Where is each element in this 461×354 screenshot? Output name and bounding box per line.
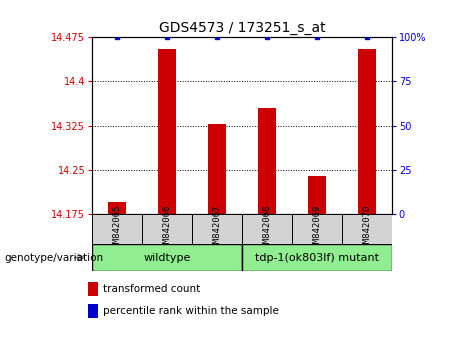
- FancyBboxPatch shape: [192, 214, 242, 244]
- Bar: [258, 108, 276, 214]
- Bar: [159, 49, 176, 214]
- FancyBboxPatch shape: [242, 244, 392, 271]
- Text: GSM842066: GSM842066: [163, 204, 171, 253]
- FancyBboxPatch shape: [242, 214, 292, 244]
- Text: GSM842069: GSM842069: [313, 204, 321, 253]
- Text: GSM842065: GSM842065: [112, 204, 122, 253]
- Text: tdp-1(ok803lf) mutant: tdp-1(ok803lf) mutant: [255, 252, 379, 263]
- Bar: [208, 125, 226, 214]
- Text: GSM842070: GSM842070: [362, 204, 372, 253]
- Text: GSM842067: GSM842067: [213, 204, 222, 253]
- FancyBboxPatch shape: [142, 214, 192, 244]
- Bar: [308, 176, 325, 214]
- Bar: [108, 202, 126, 214]
- Bar: [88, 282, 99, 296]
- Bar: [88, 304, 99, 318]
- Text: percentile rank within the sample: percentile rank within the sample: [103, 306, 279, 316]
- Text: genotype/variation: genotype/variation: [5, 252, 104, 263]
- Text: wildtype: wildtype: [143, 252, 191, 263]
- Text: GSM842068: GSM842068: [262, 204, 272, 253]
- FancyBboxPatch shape: [342, 214, 392, 244]
- FancyBboxPatch shape: [92, 244, 242, 271]
- Title: GDS4573 / 173251_s_at: GDS4573 / 173251_s_at: [159, 21, 325, 35]
- Bar: [358, 49, 376, 214]
- FancyBboxPatch shape: [292, 214, 342, 244]
- FancyBboxPatch shape: [92, 214, 142, 244]
- Text: transformed count: transformed count: [103, 284, 201, 294]
